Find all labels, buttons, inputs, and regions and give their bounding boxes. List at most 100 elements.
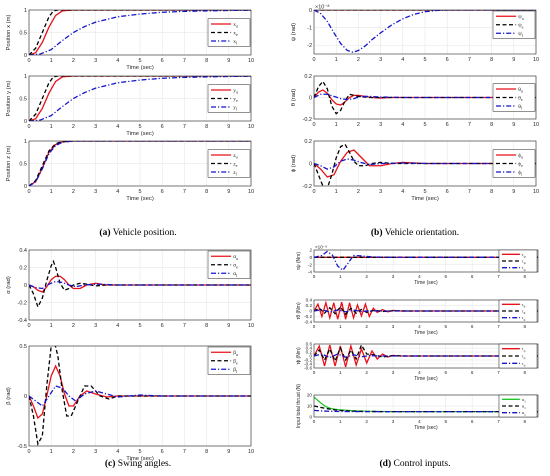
legend-label: βu [233, 350, 238, 357]
x-tick-label: 1 [339, 419, 342, 424]
y-tick-label: 0 [24, 119, 27, 125]
x-tick-label: 10 [533, 57, 539, 63]
x-tick-label: 2 [365, 324, 368, 329]
y-tick-label: 10 [307, 404, 313, 409]
legend-label: u1 [522, 397, 526, 404]
y-tick-label: -0.2 [303, 117, 312, 123]
x-tick-label: 2 [72, 58, 75, 64]
axis-exponent: ×10⁻⁸ [315, 245, 327, 250]
x-tick-label: 7 [183, 323, 186, 329]
x-tick-label: 5 [444, 274, 447, 279]
y-tick-label: -0.4 [304, 362, 312, 367]
x-tick-label: 2 [357, 122, 360, 128]
x-tick-label: 9 [512, 189, 515, 195]
y-axis-label: Position z (m) [6, 145, 12, 181]
y-tick-label: 0.5 [19, 344, 27, 350]
x-tick-label: 5 [138, 323, 141, 329]
x-tick-label: 4 [116, 323, 119, 329]
x-tick-label: 4 [418, 274, 421, 279]
y-tick-label: -0.6 [304, 366, 312, 371]
y-tick-label: -4 [308, 270, 313, 275]
y-axis-label: τθ (Nm) [296, 302, 302, 320]
x-tick-label: 10 [248, 323, 254, 329]
series-line-2 [29, 141, 251, 186]
x-tick-label: 0 [313, 324, 316, 329]
x-tick-label: 7 [497, 324, 500, 329]
y-tick-label: 0 [309, 161, 312, 167]
y-tick-label: -0.4 [18, 318, 27, 324]
y-tick-label: 0.4 [306, 346, 313, 351]
y-tick-label: 0 [309, 309, 312, 314]
x-tick-label: 7 [497, 274, 500, 279]
series-line-2 [29, 76, 251, 121]
y-axis-label: τϕ (Nm) [296, 347, 302, 365]
x-tick-label: 3 [94, 449, 97, 455]
x-tick-label: 6 [161, 58, 164, 64]
y-axis-label: τψ (Nm) [296, 252, 302, 270]
legend-label: τϕ [522, 346, 526, 353]
x-tick-label: 1 [50, 189, 53, 195]
x-tick-label: 7 [183, 58, 186, 64]
x-tick-label: 7 [468, 57, 471, 63]
x-tick-label: 5 [138, 58, 141, 64]
y-tick-label: 0.5 [19, 161, 27, 167]
y-axis-label: β (rad) [6, 387, 12, 405]
x-tick-label: 4 [116, 449, 119, 455]
x-tick-label: 5 [423, 189, 426, 195]
x-tick-label: 9 [227, 58, 230, 64]
y-axis-label: ϕ (rad) [291, 155, 297, 172]
x-tick-label: 8 [205, 124, 208, 130]
series-line-3 [314, 353, 538, 359]
x-tick-label: 2 [365, 419, 368, 424]
x-tick-label: 9 [227, 124, 230, 130]
y-tick-label: 0 [309, 95, 312, 101]
x-tick-label: 2 [72, 323, 75, 329]
y-tick-label: -0.2 [304, 314, 312, 319]
legend-label: zl [233, 170, 237, 177]
x-axis-label: Time (sec) [411, 196, 439, 202]
x-tick-label: 2 [357, 57, 360, 63]
series-line-1 [314, 300, 538, 321]
x-tick-label: 1 [339, 370, 342, 375]
legend-label: τθ [522, 309, 526, 316]
series-line-3 [314, 93, 536, 101]
y-tick-label: 0.5 [19, 96, 27, 102]
y-tick-label: 20 [307, 393, 313, 398]
x-tick-label: 7 [468, 189, 471, 195]
legend-label: xu [233, 22, 238, 29]
x-tick-label: 6 [161, 124, 164, 130]
x-tick-label: 6 [471, 370, 474, 375]
x-tick-label: 8 [205, 58, 208, 64]
axes-box [313, 249, 539, 273]
x-tick-label: 0 [312, 57, 315, 63]
y-tick-label: 0.6 [306, 342, 313, 347]
x-tick-label: 5 [444, 370, 447, 375]
x-tick-label: 3 [392, 370, 395, 375]
axes-box [313, 394, 539, 418]
x-tick-label: 3 [392, 419, 395, 424]
legend-label: βl [233, 367, 238, 374]
x-tick-label: 3 [379, 57, 382, 63]
x-tick-label: 7 [468, 122, 471, 128]
x-tick-label: 9 [227, 189, 230, 195]
axes-box [28, 249, 252, 321]
legend-label: xl [233, 39, 238, 46]
x-tick-label: 5 [138, 449, 141, 455]
x-tick-label: 8 [490, 57, 493, 63]
legend-label: τψ [522, 265, 527, 272]
legend-label: θu [518, 87, 523, 94]
x-tick-label: 1 [50, 58, 53, 64]
x-tick-label: 5 [423, 122, 426, 128]
legend-box [207, 250, 251, 279]
x-tick-label: 8 [524, 324, 527, 329]
x-tick-label: 6 [446, 57, 449, 63]
legend-label: αe [233, 263, 238, 270]
legend-label: u1 [522, 410, 526, 417]
x-tick-label: 1 [335, 57, 338, 63]
x-tick-label: 6 [471, 419, 474, 424]
legend-label: ϕl [518, 170, 523, 177]
